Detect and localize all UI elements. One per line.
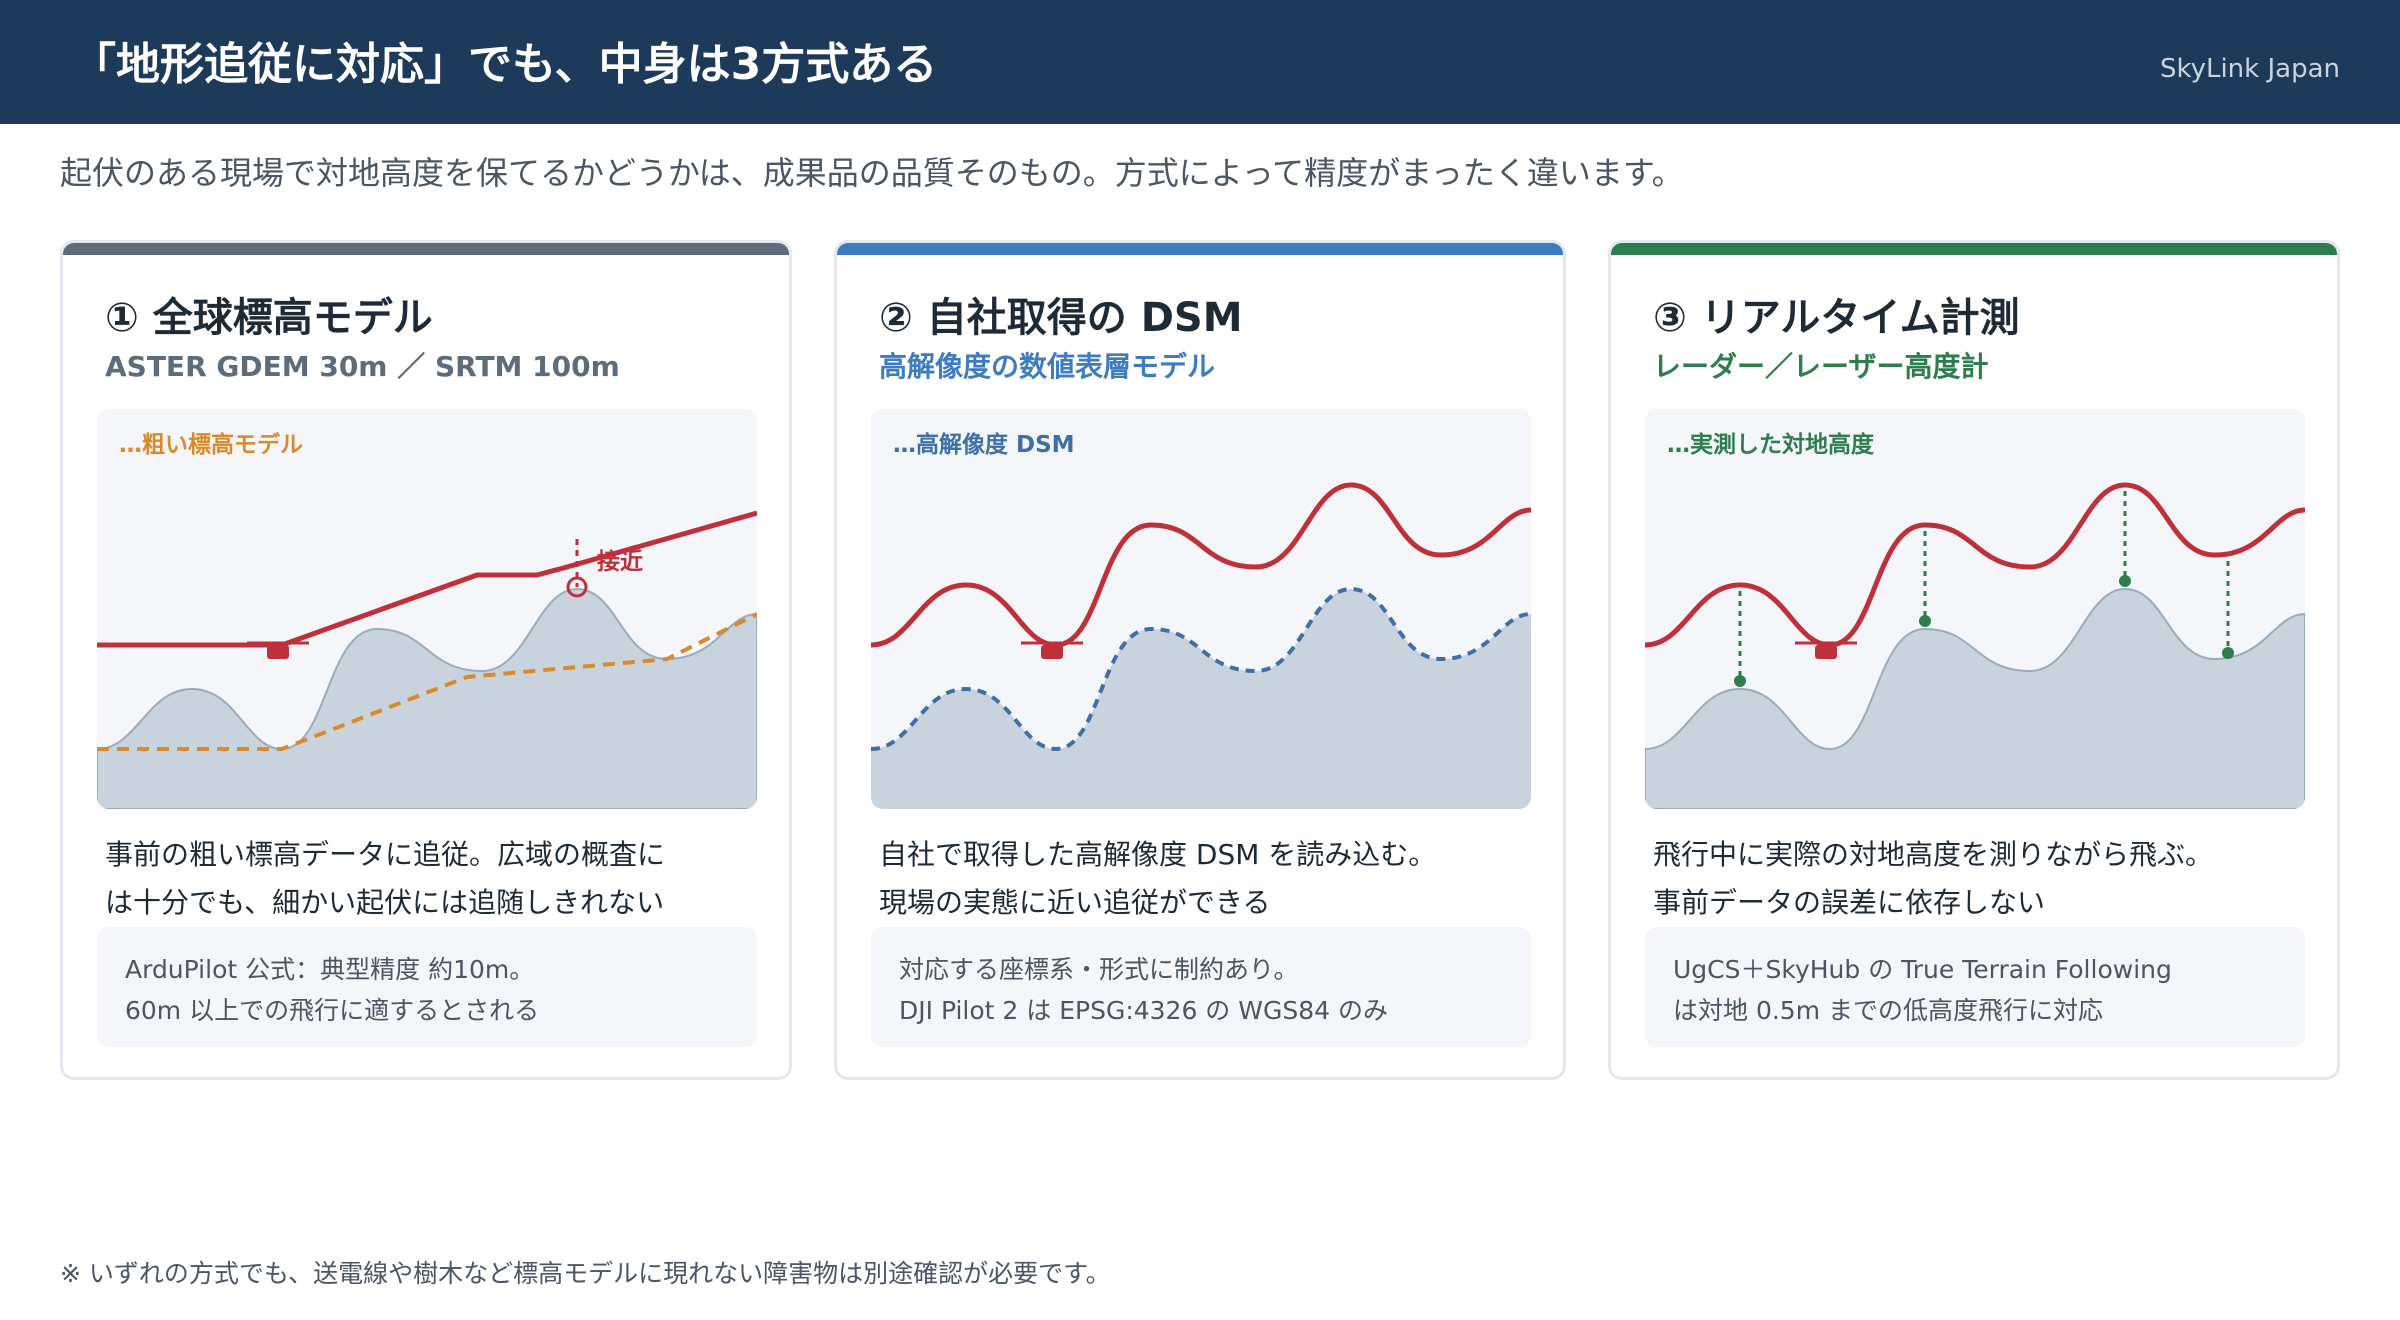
terrain-diagram: …高解像度 DSM xyxy=(871,409,1531,809)
note-line: 60m 以上での飛行に適するとされる xyxy=(125,996,540,1025)
flight-path xyxy=(1645,482,2305,648)
drone-icon xyxy=(247,641,309,659)
desc-line: は十分でも、細かい起伏には追随しきれない xyxy=(105,886,665,919)
card-subtitle: レーダー／レーザー高度計 xyxy=(1653,350,1989,383)
desc-line: 事前データの誤差に依存しない xyxy=(1653,886,2046,919)
drone-icon xyxy=(1795,641,1857,659)
method-card-realtime: ③ リアルタイム計測 レーダー／レーザー高度計 …実測した対地高度 xyxy=(1608,240,2340,1080)
desc-line: 事前の粗い標高データに追従。広域の概査に xyxy=(105,838,666,871)
card-description: 自社で取得した高解像度 DSM を読み込む。 現場の実態に近い追従ができる xyxy=(879,831,1529,927)
terrain-diagram: 接近 …粗い標高モデル xyxy=(97,409,757,809)
method-card-global-dem: ① 全球標高モデル ASTER GDEM 30m ／ SRTM 100m 接近 … xyxy=(60,240,792,1080)
desc-line: 現場の実態に近い追従ができる xyxy=(879,886,1271,919)
header-bar: 「地形追従に対応」でも、中身は3方式ある SkyLink Japan xyxy=(0,0,2400,124)
card-subtitle: ASTER GDEM 30m ／ SRTM 100m xyxy=(105,350,620,383)
coarse-model-line xyxy=(97,612,757,751)
note-line: は対地 0.5m までの低高度飛行に対応 xyxy=(1673,996,2104,1025)
terrain-profile xyxy=(871,589,1531,809)
flight-path xyxy=(97,510,757,648)
terrain-diagram-svg: 接近 xyxy=(97,510,757,809)
card-title: ② 自社取得の DSM xyxy=(879,295,1243,341)
note-line: DJI Pilot 2 は EPSG:4326 の WGS84 のみ xyxy=(899,996,1388,1025)
diagram-legend: …高解像度 DSM xyxy=(893,432,1075,458)
flight-path xyxy=(871,482,1531,648)
footnote: ※ いずれの方式でも、送電線や樹木など標高モデルに現れない障害物は別途確認が必要… xyxy=(60,1259,1111,1288)
lead-text: 起伏のある現場で対地高度を保てるかどうかは、成果品の品質そのもの。方式によって精… xyxy=(60,154,1684,192)
card-accent-bar xyxy=(63,243,789,255)
card-accent-bar xyxy=(837,243,1563,255)
brand-label: SkyLink Japan xyxy=(2159,54,2340,84)
card-description: 事前の粗い標高データに追従。広域の概査に は十分でも、細かい起伏には追随しきれな… xyxy=(105,831,755,927)
drone-icon xyxy=(1021,641,1083,659)
card-note: UgCS＋SkyHub の True Terrain Following は対地… xyxy=(1645,927,2305,1047)
diagram-legend: …粗い標高モデル xyxy=(119,432,303,458)
note-line: UgCS＋SkyHub の True Terrain Following xyxy=(1673,955,2172,984)
card-note: ArduPilot 公式：典型精度 約10m。 60m 以上での飛行に適するとさ… xyxy=(97,927,757,1047)
measure-point xyxy=(1734,575,2234,687)
dsm-line xyxy=(871,586,1531,752)
proximity-label: 接近 xyxy=(597,549,643,575)
note-line: 対応する座標系・形式に制約あり。 xyxy=(899,955,1299,984)
note-line: ArduPilot 公式：典型精度 約10m。 xyxy=(125,955,535,984)
card-note: 対応する座標系・形式に制約あり。 DJI Pilot 2 は EPSG:4326… xyxy=(871,927,1531,1047)
terrain-profile xyxy=(1645,587,2305,809)
card-title: ③ リアルタイム計測 xyxy=(1653,295,2020,341)
desc-line: 自社で取得した高解像度 DSM を読み込む。 xyxy=(879,838,1437,871)
page-title: 「地形追従に対応」でも、中身は3方式ある xyxy=(72,39,938,90)
method-card-own-dsm: ② 自社取得の DSM 高解像度の数値表層モデル …高解像度 DSM 自社で取得… xyxy=(834,240,1566,1080)
card-description: 飛行中に実際の対地高度を測りながら飛ぶ。 事前データの誤差に依存しない xyxy=(1653,831,2303,927)
terrain-diagram-svg xyxy=(871,482,1531,809)
card-subtitle: 高解像度の数値表層モデル xyxy=(879,350,1216,383)
terrain-diagram: …実測した対地高度 xyxy=(1645,409,2305,809)
terrain-profile xyxy=(97,587,757,809)
card-title: ① 全球標高モデル xyxy=(105,295,433,341)
desc-line: 飛行中に実際の対地高度を測りながら飛ぶ。 xyxy=(1653,838,2214,871)
terrain-diagram-svg xyxy=(1645,482,2305,809)
diagram-legend: …実測した対地高度 xyxy=(1667,432,1874,458)
measure-line xyxy=(1738,491,2230,681)
card-accent-bar xyxy=(1611,243,2337,255)
proximity-marker-icon xyxy=(566,576,588,598)
